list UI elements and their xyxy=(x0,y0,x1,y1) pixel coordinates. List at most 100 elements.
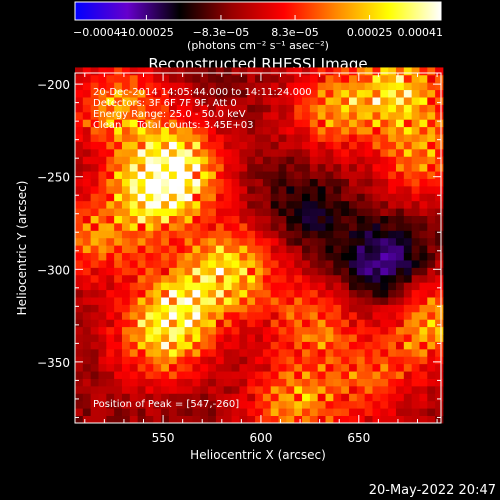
heatmap-cell xyxy=(380,74,389,83)
heatmap-cell xyxy=(98,200,107,209)
heatmap-cell xyxy=(239,378,248,387)
heatmap-cell xyxy=(341,311,350,320)
heatmap-cell xyxy=(153,304,162,313)
heatmap-cell xyxy=(364,223,373,231)
heatmap-cell xyxy=(161,289,170,298)
heatmap-cell xyxy=(255,274,264,283)
heatmap-cell xyxy=(106,215,115,224)
heatmap-cell xyxy=(325,223,334,231)
heatmap-cell xyxy=(114,400,123,409)
heatmap-cell xyxy=(192,193,201,202)
heatmap-cell xyxy=(388,111,397,120)
heatmap-cell xyxy=(153,148,162,157)
heatmap-cell xyxy=(317,393,326,402)
heatmap-cell xyxy=(106,326,115,335)
heatmap-cell xyxy=(255,200,264,209)
heatmap-cell xyxy=(294,134,303,142)
heatmap-cell xyxy=(388,237,397,246)
heatmap-cell xyxy=(255,89,264,98)
heatmap-cell xyxy=(380,282,389,291)
heatmap-cell xyxy=(153,193,162,202)
heatmap-cell xyxy=(302,178,311,187)
heatmap-cell xyxy=(247,400,256,409)
heatmap-cell xyxy=(98,334,107,342)
heatmap-cell xyxy=(325,148,334,157)
heatmap-cell xyxy=(176,304,186,313)
heatmap-cell xyxy=(161,311,170,320)
heatmap-cell xyxy=(121,89,131,98)
heatmap-cell xyxy=(75,267,84,276)
heatmap-cell xyxy=(349,208,358,216)
heatmap-cell xyxy=(129,185,139,194)
heatmap-cell xyxy=(317,208,326,216)
heatmap-cell xyxy=(419,148,428,157)
heatmap-cell xyxy=(349,267,358,276)
heatmap-cell xyxy=(231,163,240,172)
heatmap-cell xyxy=(176,171,186,179)
heatmap-cell xyxy=(145,111,154,120)
heatmap-cell xyxy=(325,178,334,187)
heatmap-cell xyxy=(98,297,107,305)
heatmap-cell xyxy=(121,400,131,409)
heatmap-cell xyxy=(419,282,428,291)
heatmap-cell xyxy=(255,245,264,254)
heatmap-cell xyxy=(168,208,178,216)
heatmap-cell xyxy=(223,282,232,291)
heatmap-cell xyxy=(403,348,413,357)
heatmap-cell xyxy=(294,393,303,402)
heatmap-cell xyxy=(349,408,358,416)
heatmap-cell xyxy=(380,208,389,216)
heatmap-cell xyxy=(278,415,287,424)
heatmap-cell xyxy=(231,237,240,246)
heatmap-cell xyxy=(247,171,256,179)
heatmap-cell xyxy=(215,400,225,409)
heatmap-cell xyxy=(223,393,232,402)
heatmap-cell xyxy=(427,334,436,342)
heatmap-cell xyxy=(294,289,303,298)
heatmap-cell xyxy=(215,97,225,105)
heatmap-cell xyxy=(302,111,311,120)
heatmap-cell xyxy=(114,415,123,424)
heatmap-cell xyxy=(137,304,146,313)
heatmap-cell xyxy=(388,319,397,328)
heatmap-cell xyxy=(184,400,193,409)
heatmap-cell xyxy=(364,185,373,194)
heatmap-cell xyxy=(161,408,170,416)
heatmap-cell xyxy=(395,171,405,179)
heatmap-cell xyxy=(239,74,248,83)
heatmap-cell xyxy=(90,363,99,372)
heatmap-cell xyxy=(231,393,240,402)
heatmap-cell xyxy=(262,193,272,202)
heatmap-cell xyxy=(380,134,389,142)
heatmap-cell xyxy=(231,223,240,231)
heatmap-cell xyxy=(411,408,420,416)
heatmap-cell xyxy=(427,348,436,357)
heatmap-cell xyxy=(278,223,287,231)
heatmap-cell xyxy=(255,334,264,342)
heatmap-cell xyxy=(255,363,264,372)
heatmap-cell xyxy=(294,89,303,98)
heatmap-cell xyxy=(129,74,139,83)
heatmap-cell xyxy=(388,341,397,350)
heatmap-cell xyxy=(419,356,428,365)
heatmap-cell xyxy=(278,148,287,157)
heatmap-cell xyxy=(247,415,256,424)
heatmap-cell xyxy=(372,215,381,224)
heatmap-cell xyxy=(364,267,373,276)
heatmap-cell xyxy=(286,148,295,157)
heatmap-cell xyxy=(153,267,162,276)
heatmap-cell xyxy=(129,408,139,416)
heatmap-cell xyxy=(255,378,264,387)
heatmap-cell xyxy=(325,156,334,165)
heatmap-cell xyxy=(75,393,84,402)
heatmap-cell xyxy=(419,267,428,276)
heatmap-cell xyxy=(372,334,381,342)
heatmap-cell xyxy=(90,178,99,187)
heatmap-cell xyxy=(153,74,162,83)
heatmap-cell xyxy=(395,82,405,91)
heatmap-cell xyxy=(114,82,123,91)
heatmap-cell xyxy=(419,385,428,394)
heatmap-cell xyxy=(223,193,232,202)
heatmap-cell xyxy=(388,223,397,231)
heatmap-cell xyxy=(98,104,107,113)
